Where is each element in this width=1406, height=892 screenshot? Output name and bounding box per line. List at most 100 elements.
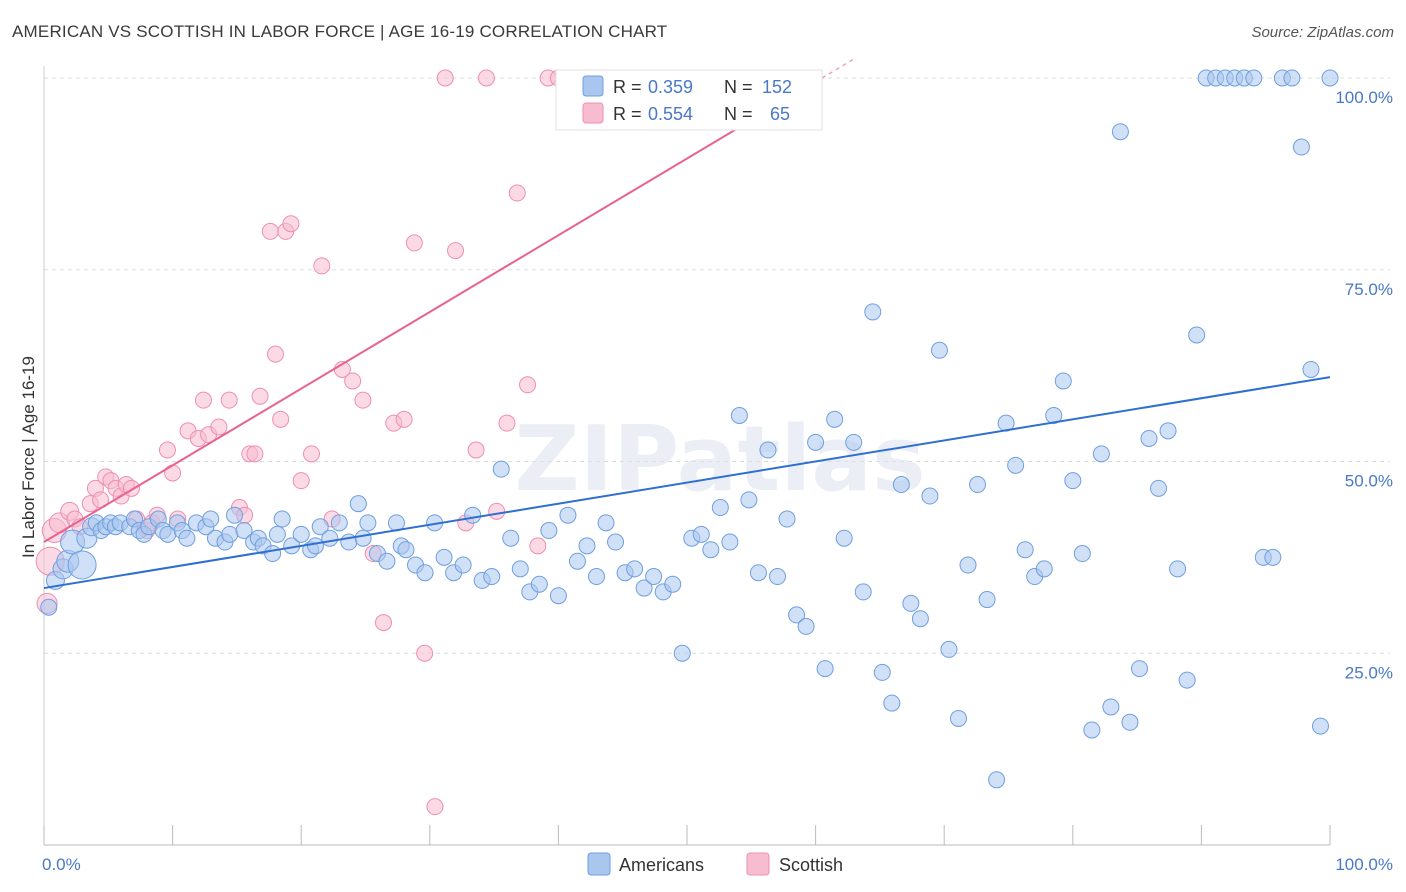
series-legend: Americans Scottish	[587, 852, 843, 876]
data-point	[395, 410, 413, 428]
data-point	[302, 445, 320, 463]
data-point	[235, 522, 253, 540]
data-point	[354, 529, 372, 547]
data-point	[930, 341, 948, 359]
data-point	[268, 525, 286, 543]
y-tick-label: 50.0%	[1345, 472, 1393, 491]
data-point	[477, 69, 495, 87]
data-point	[529, 537, 547, 555]
data-point	[588, 568, 606, 586]
data-point	[164, 464, 182, 482]
data-point	[549, 587, 567, 605]
legend-r-label-scottish: R =	[613, 104, 642, 124]
data-point	[1178, 671, 1196, 689]
data-point	[292, 472, 310, 490]
legend-n-label-americans: N =	[724, 77, 753, 97]
data-point	[702, 541, 720, 559]
data-point	[378, 552, 396, 570]
data-point	[626, 560, 644, 578]
data-point	[1045, 406, 1063, 424]
data-point	[483, 568, 501, 586]
y-tick-labels: 25.0% 50.0% 75.0% 100.0%	[1335, 88, 1393, 682]
data-point	[940, 640, 958, 658]
data-point	[178, 529, 196, 547]
data-point	[578, 537, 596, 555]
data-point	[740, 491, 758, 509]
data-point	[1188, 326, 1206, 344]
data-point	[883, 694, 901, 712]
data-point	[220, 391, 238, 409]
data-point	[1016, 541, 1034, 559]
x-tick-label-min: 0.0%	[42, 855, 81, 874]
data-point	[1159, 422, 1177, 440]
trend-line-americans	[43, 376, 1331, 590]
data-point	[711, 499, 729, 517]
data-point	[1311, 717, 1329, 735]
trend-line-scottish-extension	[821, 58, 855, 79]
data-point	[435, 548, 453, 566]
data-point	[502, 529, 520, 547]
data-point	[359, 514, 377, 532]
data-point	[330, 514, 348, 532]
data-point	[40, 598, 58, 616]
data-point	[467, 441, 485, 459]
data-point	[788, 606, 806, 624]
data-point	[835, 529, 853, 547]
data-point	[194, 391, 212, 409]
data-point	[426, 798, 444, 816]
data-point	[1083, 721, 1101, 739]
y-tick-label: 25.0%	[1345, 663, 1393, 682]
data-point	[321, 529, 339, 547]
data-point	[1054, 372, 1072, 390]
data-point	[498, 414, 516, 432]
data-point	[730, 406, 748, 424]
data-point	[1130, 660, 1148, 678]
data-point	[530, 575, 548, 593]
data-point	[375, 614, 393, 632]
legend-swatch-americans	[582, 75, 604, 97]
data-point	[492, 460, 510, 478]
data-point	[519, 376, 537, 394]
data-point	[1283, 69, 1301, 87]
legend-n-label-scottish: N =	[724, 104, 753, 124]
data-point	[902, 594, 920, 612]
data-point	[226, 506, 244, 524]
data-point	[416, 564, 434, 582]
data-point	[1264, 548, 1282, 566]
data-point	[349, 495, 367, 513]
y-tick-label: 75.0%	[1345, 280, 1393, 299]
legend-label-americans: Americans	[619, 855, 704, 875]
data-point	[1292, 138, 1310, 156]
data-point	[1302, 360, 1320, 378]
data-point	[949, 709, 967, 727]
data-point	[607, 533, 625, 551]
data-point	[282, 215, 300, 233]
trend-line-scottish	[43, 77, 823, 543]
data-point	[826, 410, 844, 428]
data-point	[313, 257, 331, 275]
x-tick-label-max: 100.0%	[1335, 855, 1393, 874]
legend-label-scottish: Scottish	[779, 855, 843, 875]
legend-n-value-scottish: 65	[770, 104, 790, 124]
data-point	[447, 242, 465, 260]
data-point	[272, 410, 290, 428]
data-point	[892, 476, 910, 494]
data-point	[1121, 713, 1139, 731]
data-point	[1073, 545, 1091, 563]
data-point	[540, 522, 558, 540]
data-point	[759, 441, 777, 459]
legend-r-label-americans: R =	[613, 77, 642, 97]
legend-swatch-scottish	[582, 102, 604, 124]
gridlines	[43, 66, 1390, 845]
data-point	[1245, 69, 1263, 87]
data-point	[508, 184, 526, 202]
data-point	[721, 533, 739, 551]
data-point	[436, 69, 454, 87]
data-point	[969, 476, 987, 494]
data-point	[306, 537, 324, 555]
data-point	[397, 541, 415, 559]
data-point	[911, 610, 929, 628]
data-point	[778, 510, 796, 528]
data-point	[67, 550, 97, 580]
